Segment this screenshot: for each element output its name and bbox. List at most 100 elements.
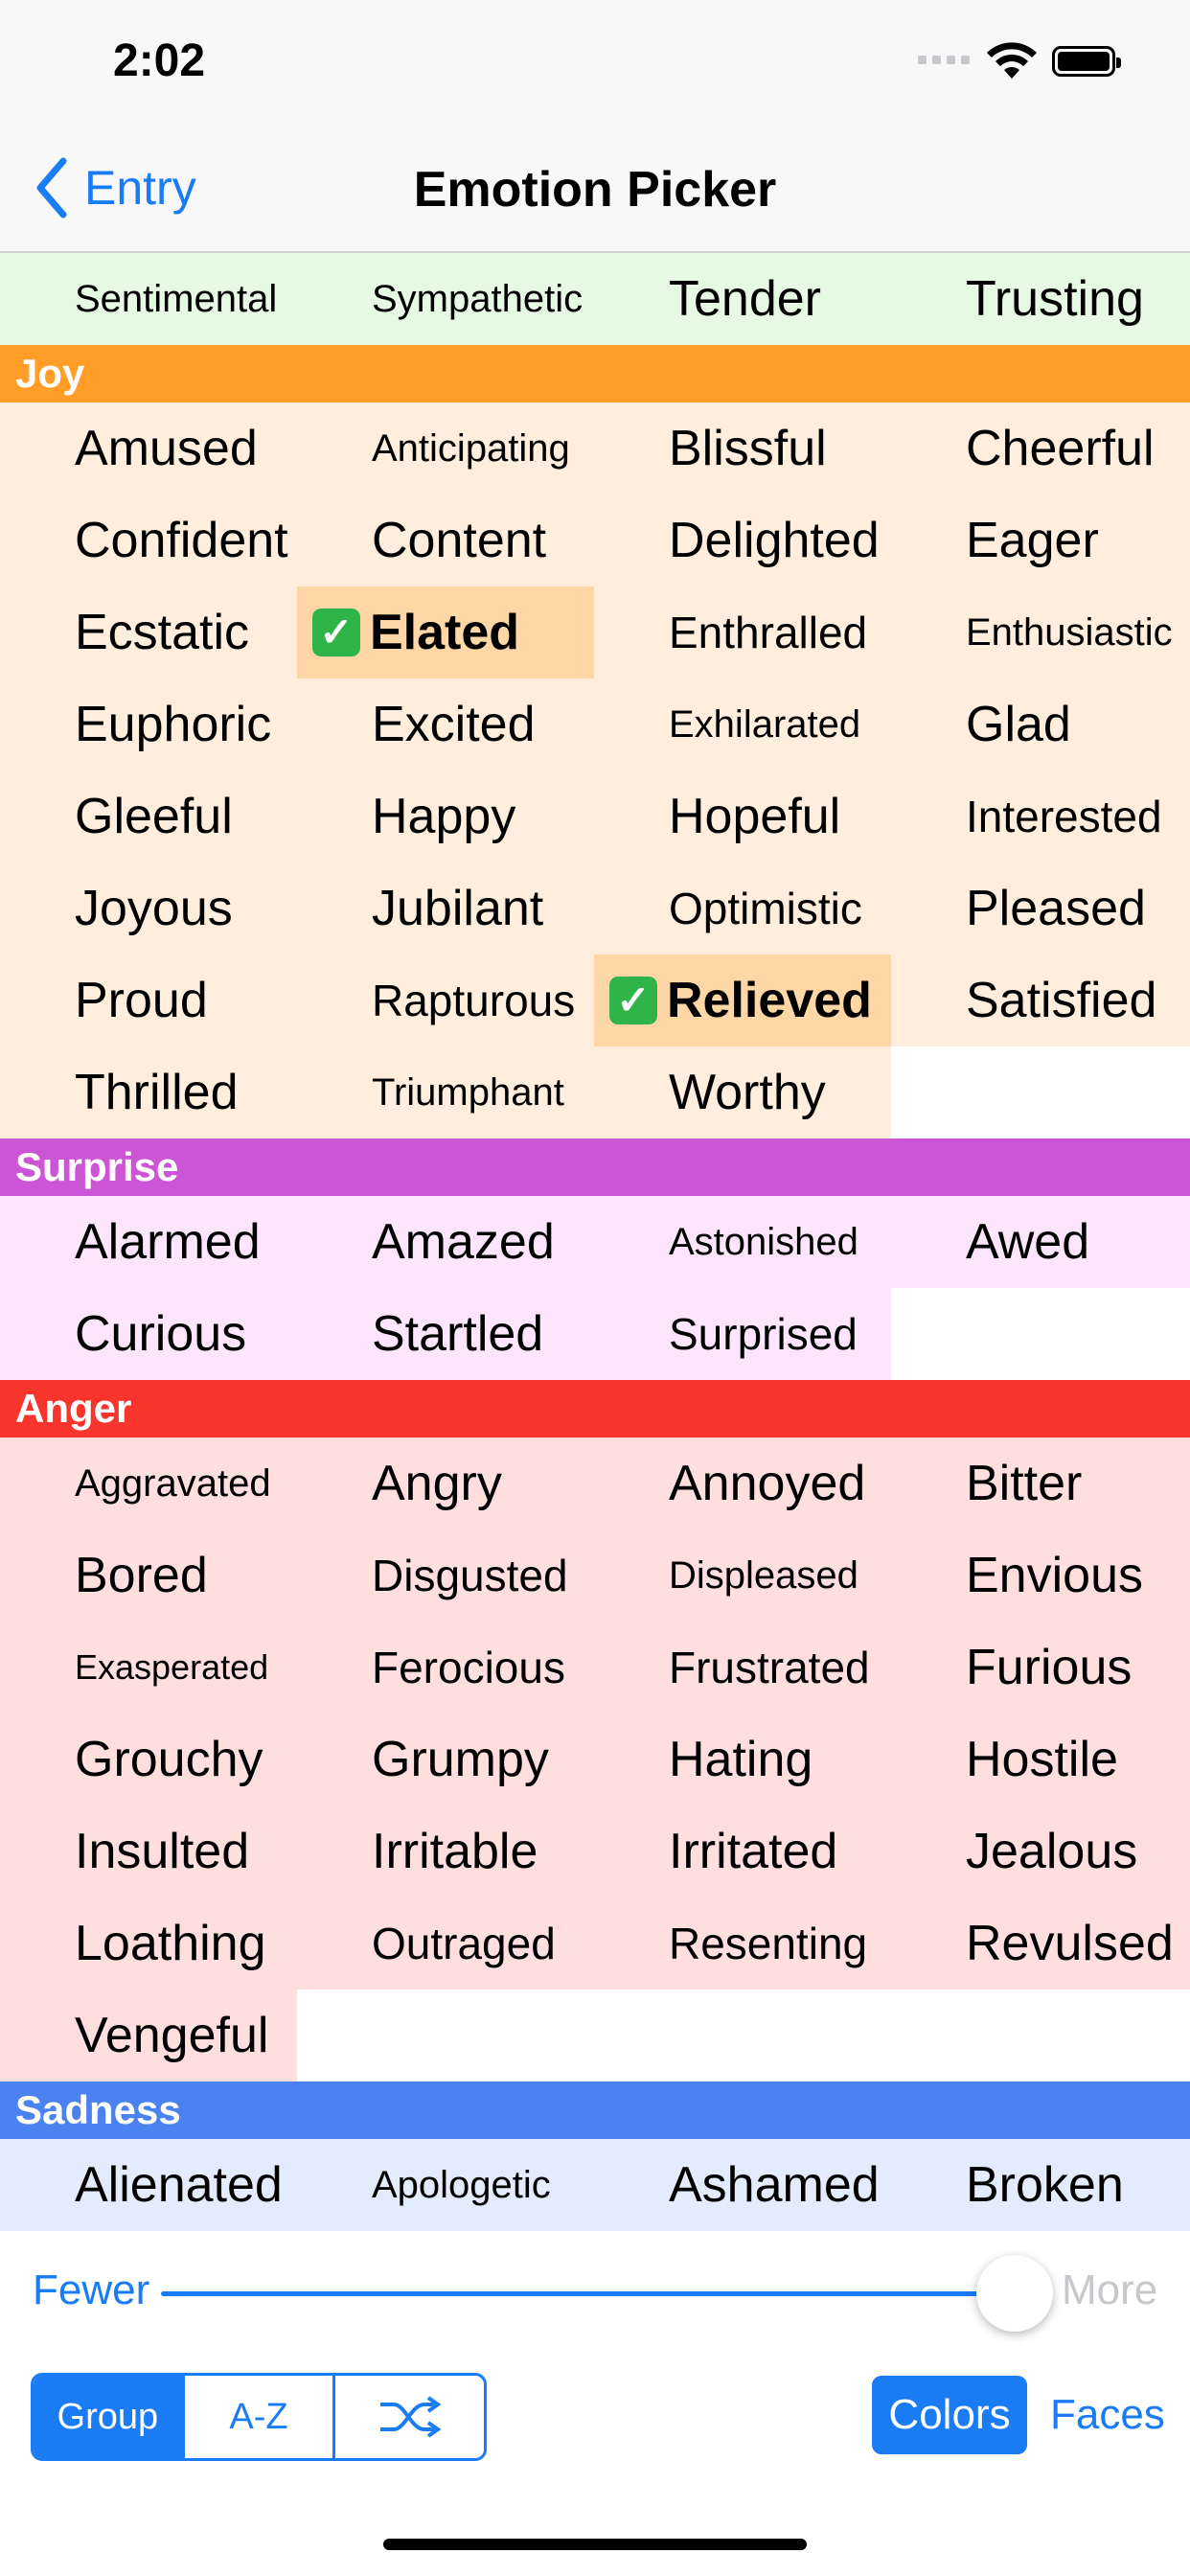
emotion-cell[interactable]: Frustrated <box>594 1622 891 1714</box>
emotion-cell[interactable]: Content <box>297 494 594 586</box>
cellular-signal-icon <box>918 56 970 64</box>
emotion-label: Irritable <box>372 1824 538 1879</box>
emotion-cell[interactable]: Rapturous <box>297 954 594 1046</box>
emotion-cell[interactable]: ✓ Elated <box>297 586 594 678</box>
emotion-cell[interactable]: Alienated <box>0 2139 297 2231</box>
wifi-icon <box>987 42 1037 79</box>
emotion-cell[interactable]: Trusting <box>891 253 1190 345</box>
emotion-cell[interactable]: Excited <box>297 678 594 770</box>
emotion-cell[interactable]: Alarmed <box>0 1196 297 1288</box>
emotion-cell[interactable]: Sentimental <box>0 253 297 345</box>
emotion-cell[interactable]: Proud <box>0 954 297 1046</box>
emotion-cell[interactable]: Insulted <box>0 1806 297 1898</box>
emotion-cell[interactable]: Ashamed <box>594 2139 891 2231</box>
emotion-cell[interactable]: Tender <box>594 253 891 345</box>
emotion-cell[interactable]: Ecstatic <box>0 586 297 678</box>
emotion-cell[interactable]: Amused <box>0 402 297 494</box>
emotion-cell[interactable]: Joyous <box>0 862 297 954</box>
emotion-label: Thrilled <box>75 1065 239 1120</box>
emotion-cell[interactable]: Anticipating <box>297 402 594 494</box>
emotion-label: Relieved <box>667 973 872 1028</box>
emotion-cell[interactable]: Confident <box>0 494 297 586</box>
emotion-cell[interactable]: Sympathetic <box>297 253 594 345</box>
emotion-label: Alienated <box>75 2157 283 2213</box>
emotion-cell[interactable]: Bitter <box>891 1438 1190 1530</box>
emotion-cell[interactable]: Curious <box>0 1288 297 1380</box>
section-header-surprise: Surprise <box>0 1138 1190 1196</box>
emotion-cell[interactable]: Annoyed <box>594 1438 891 1530</box>
emotion-cell[interactable]: Satisfied <box>891 954 1190 1046</box>
emotion-cell[interactable]: Triumphant <box>297 1046 594 1138</box>
emotion-cell[interactable]: Enthralled <box>594 586 891 678</box>
emotion-cell[interactable]: Interested <box>891 770 1190 862</box>
emotion-label: Proud <box>75 973 208 1028</box>
emotion-cell[interactable]: Revulsed <box>891 1898 1190 1990</box>
emotion-cell[interactable]: Awed <box>891 1196 1190 1288</box>
emotion-cell[interactable]: Bored <box>0 1530 297 1622</box>
sort-az-button[interactable]: A-Z <box>181 2376 333 2458</box>
emotion-label: Surprised <box>669 1309 858 1359</box>
emotion-cell[interactable]: Furious <box>891 1622 1190 1714</box>
emotion-cell[interactable]: Enthusiastic <box>891 586 1190 678</box>
emotion-label: Amused <box>75 421 258 476</box>
emotion-cell[interactable]: Irritated <box>594 1806 891 1898</box>
emotion-cell[interactable]: Hating <box>594 1714 891 1806</box>
emotion-cell[interactable]: Amazed <box>297 1196 594 1288</box>
emotion-label: Enthralled <box>669 608 868 657</box>
emotion-cell[interactable]: Loathing <box>0 1898 297 1990</box>
emotion-label: Hopeful <box>669 789 841 844</box>
emotion-cell[interactable]: Grumpy <box>297 1714 594 1806</box>
home-indicator <box>383 2539 807 2550</box>
emotion-cell[interactable]: Broken <box>891 2139 1190 2231</box>
empty-cell <box>891 1288 1190 1380</box>
emotion-cell[interactable]: Worthy <box>594 1046 891 1138</box>
emotion-cell[interactable]: Optimistic <box>594 862 891 954</box>
section-cells-love: Sentimental Sympathetic Tender Trusting <box>0 253 1190 345</box>
emotion-cell[interactable]: Delighted <box>594 494 891 586</box>
emotion-cell[interactable]: Grouchy <box>0 1714 297 1806</box>
emotion-cell[interactable]: Blissful <box>594 402 891 494</box>
emotion-cell[interactable]: Happy <box>297 770 594 862</box>
emotion-cell[interactable]: Ferocious <box>297 1622 594 1714</box>
emotion-cell[interactable]: Apologetic <box>297 2139 594 2231</box>
emotion-cell[interactable]: Irritable <box>297 1806 594 1898</box>
sort-shuffle-button[interactable] <box>332 2376 484 2458</box>
emotion-cell[interactable]: Displeased <box>594 1530 891 1622</box>
emotion-cell[interactable]: Hostile <box>891 1714 1190 1806</box>
emotion-cell[interactable]: Eager <box>891 494 1190 586</box>
emotion-cell[interactable]: Pleased <box>891 862 1190 954</box>
emotion-cell[interactable]: Surprised <box>594 1288 891 1380</box>
emotion-cell[interactable]: Exhilarated <box>594 678 891 770</box>
emotion-label: Grouchy <box>75 1732 263 1787</box>
emotion-cell[interactable]: Jubilant <box>297 862 594 954</box>
emotion-cell[interactable]: Jealous <box>891 1806 1190 1898</box>
emotion-cell[interactable]: Thrilled <box>0 1046 297 1138</box>
emotion-cell[interactable]: Outraged <box>297 1898 594 1990</box>
emotion-cell[interactable]: ✓ Relieved <box>594 954 891 1046</box>
emotion-cell[interactable]: Angry <box>297 1438 594 1530</box>
section-header-anger: Anger <box>0 1380 1190 1438</box>
back-button[interactable]: Entry <box>34 157 196 218</box>
colors-toggle-button[interactable]: Colors <box>872 2376 1027 2454</box>
emotion-label: Sympathetic <box>372 277 584 320</box>
emotion-cell[interactable]: Euphoric <box>0 678 297 770</box>
faces-toggle-button[interactable]: Faces <box>1050 2391 1165 2438</box>
emotion-cell[interactable]: Aggravated <box>0 1438 297 1530</box>
emotion-cell[interactable]: Disgusted <box>297 1530 594 1622</box>
checkmark-icon: ✓ <box>609 977 657 1024</box>
emotion-cell[interactable]: Resenting <box>594 1898 891 1990</box>
slider-track[interactable] <box>161 2291 1014 2296</box>
sort-group-button[interactable]: Group <box>34 2376 182 2458</box>
emotion-cell[interactable]: Envious <box>891 1530 1190 1622</box>
emotion-cell[interactable]: Astonished <box>594 1196 891 1288</box>
emotion-label: Awed <box>966 1214 1090 1270</box>
emotion-cell[interactable]: Cheerful <box>891 402 1190 494</box>
emotion-cell[interactable]: Glad <box>891 678 1190 770</box>
emotion-cell[interactable]: Vengeful <box>0 1990 297 2082</box>
emotion-cell[interactable]: Gleeful <box>0 770 297 862</box>
slider-thumb[interactable] <box>976 2255 1053 2332</box>
emotion-label: Envious <box>966 1548 1143 1603</box>
emotion-cell[interactable]: Startled <box>297 1288 594 1380</box>
emotion-cell[interactable]: Hopeful <box>594 770 891 862</box>
emotion-cell[interactable]: Exasperated <box>0 1622 297 1714</box>
